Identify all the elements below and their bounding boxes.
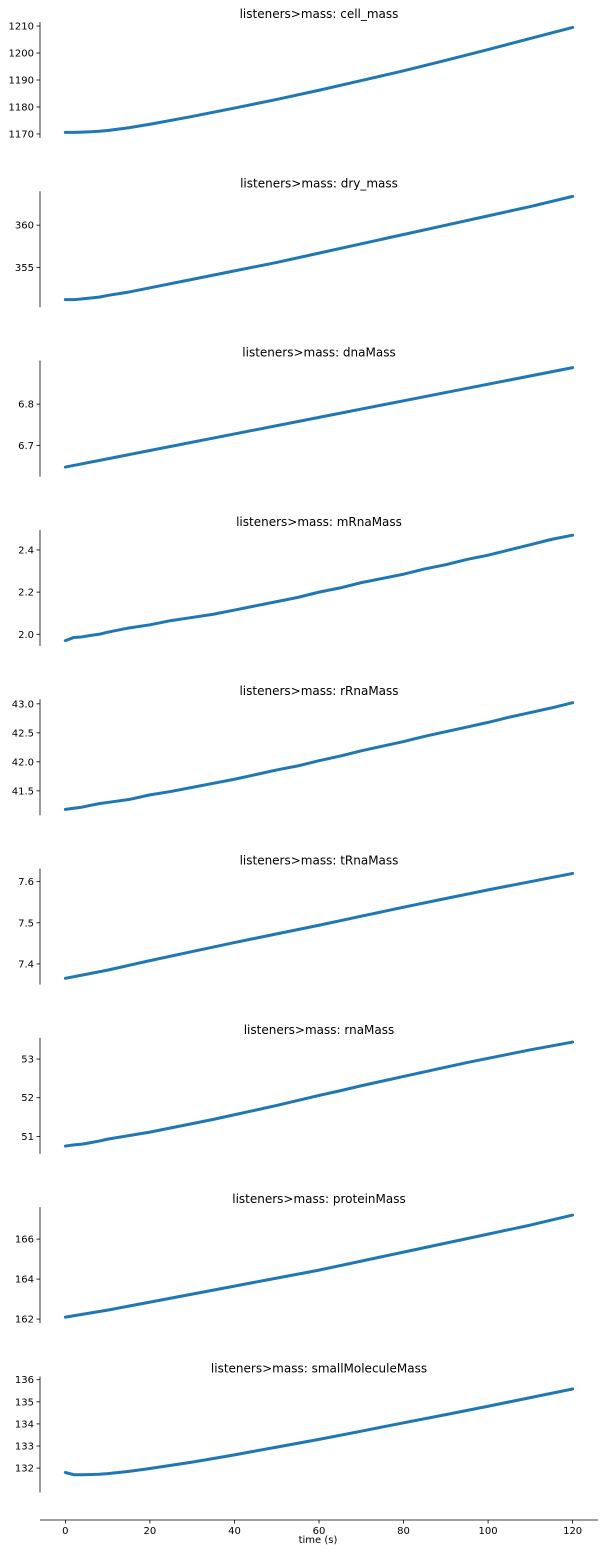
series-line — [63, 1387, 575, 1477]
y-tick-label: 51 — [21, 1132, 34, 1143]
series-line — [63, 1040, 575, 1148]
y-tick-label: 41.5 — [12, 786, 34, 797]
y-tick-label: 43.0 — [12, 699, 34, 710]
y-tick-label: 1170 — [9, 129, 34, 140]
x-tick-label: 0 — [62, 1526, 68, 1537]
y-tick-label: 1190 — [9, 76, 34, 87]
y-tick-label: 1180 — [9, 102, 34, 113]
x-tick-label: 100 — [479, 1526, 498, 1537]
chart-title: listeners>mass: rnaMass — [244, 1023, 395, 1037]
chart-title: listeners>mass: smallMoleculeMass — [211, 1361, 427, 1375]
y-tick-label: 1200 — [9, 49, 34, 60]
y-tick-label: 134 — [15, 1419, 34, 1430]
chart-panel-6: listeners>mass: tRnaMass 7.4 7.5 7.6 — [18, 854, 575, 985]
series-line — [63, 194, 575, 302]
chart-panel-3: listeners>mass: dnaMass 6.7 6.8 — [18, 346, 575, 477]
x-tick-label: 120 — [563, 1526, 582, 1537]
chart-title: listeners>mass: mRnaMass — [236, 515, 402, 529]
series-line — [63, 701, 575, 811]
x-tick-label: 80 — [397, 1526, 410, 1537]
y-tick-label: 6.7 — [18, 441, 34, 452]
y-tick-label: 2.2 — [18, 588, 34, 599]
chart-title: listeners>mass: tRnaMass — [240, 854, 399, 868]
chart-panel-5: listeners>mass: rRnaMass 41.5 42.0 42.5 43.0 — [12, 684, 575, 816]
chart-panel-4: listeners>mass: mRnaMass 2.0 2.2 2.4 — [18, 515, 575, 646]
y-tick-label: 42.0 — [12, 757, 34, 768]
series-line — [63, 1213, 575, 1319]
y-tick-label: 355 — [15, 263, 34, 274]
chart-panel-9: listeners>mass: smallMoleculeMass 132 133 1… — [15, 1361, 575, 1493]
chart-panel-1: listeners>mass: cell_mass 1170 1180 1190 120… — [9, 7, 575, 140]
y-tick-label: 7.5 — [18, 918, 34, 929]
y-tick-label: 53 — [21, 1055, 34, 1066]
y-tick-label: 6.8 — [18, 400, 34, 411]
chart-title: listeners>mass: proteinMass — [232, 1192, 406, 1206]
y-tick-label: 162 — [15, 1315, 34, 1326]
y-tick-label: 42.5 — [12, 728, 34, 739]
y-tick-label: 135 — [15, 1397, 34, 1408]
series-line — [63, 533, 575, 643]
series-line — [63, 366, 575, 469]
y-tick-label: 1210 — [9, 22, 34, 33]
y-tick-label: 360 — [15, 221, 34, 232]
shared-x-axis: 0 20 40 60 80 100 120 — [40, 1519, 598, 1537]
x-tick-label: 60 — [313, 1526, 326, 1537]
y-tick-label: 2.4 — [18, 545, 34, 556]
y-tick-label: 132 — [15, 1464, 34, 1475]
chart-title: listeners>mass: dnaMass — [242, 346, 395, 360]
series-line — [63, 871, 575, 980]
y-tick-label: 7.6 — [18, 877, 34, 888]
x-tick-label: 20 — [144, 1526, 157, 1537]
chart-title: listeners>mass: cell_mass — [240, 7, 399, 21]
x-axis-label: time (s) — [299, 1535, 338, 1546]
y-tick-label: 133 — [15, 1442, 34, 1453]
x-tick-label: 40 — [228, 1526, 241, 1537]
chart-title: listeners>mass: dry_mass — [240, 176, 398, 190]
chart-panel-7: listeners>mass: rnaMass 51 52 53 — [21, 1023, 575, 1154]
y-tick-label: 52 — [21, 1093, 34, 1104]
y-tick-label: 7.4 — [18, 959, 34, 970]
y-tick-label: 164 — [15, 1275, 34, 1286]
chart-panels: listeners>mass: cell_mass 1170 1180 1190 120… — [9, 7, 575, 1493]
y-tick-label: 2.0 — [18, 630, 34, 641]
y-tick-label: 166 — [15, 1235, 34, 1246]
chart-panel-2: listeners>mass: dry_mass 355 360 — [15, 176, 575, 308]
chart-panel-8: listeners>mass: proteinMass 162 164 166 — [15, 1192, 575, 1326]
chart-title: listeners>mass: rRnaMass — [239, 684, 398, 698]
y-tick-label: 136 — [15, 1375, 34, 1386]
series-line — [63, 25, 575, 134]
